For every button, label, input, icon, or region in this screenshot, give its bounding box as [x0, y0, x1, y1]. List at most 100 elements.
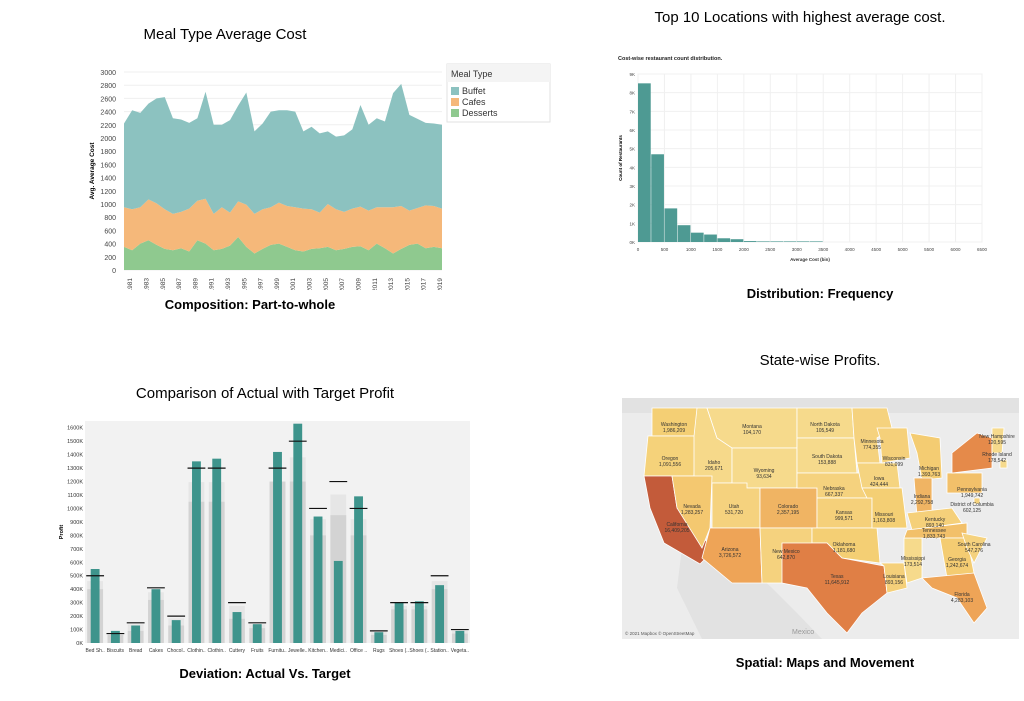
state-district-of-columbia[interactable] [973, 497, 981, 505]
x-tick-label: 1993 [225, 278, 232, 290]
x-tick-label: 2009 [355, 278, 362, 290]
state-name-indiana: Indiana [914, 494, 931, 500]
state-nevada[interactable] [671, 475, 713, 549]
y-tick-label: 900K [70, 520, 83, 526]
state-name-california: California [666, 522, 687, 528]
state-value-nevada: 1,283,257 [681, 510, 703, 516]
state-value-north-dakota: 105,549 [816, 428, 834, 434]
state-value-new-mexico: 642,870 [777, 555, 795, 561]
x-tick-label: Clothin.. [208, 648, 226, 654]
x-tick-label: 4000 [845, 247, 856, 252]
state-value-wyoming: 93,634 [756, 474, 772, 480]
x-tick-label: 3000 [792, 247, 803, 252]
actual-profit-bar [313, 516, 323, 643]
state-value-district-of-columbia: 602,125 [963, 508, 981, 514]
x-tick-label: Fruits [251, 648, 264, 654]
x-axis-label: Average Cost (bin) [790, 257, 830, 262]
y-tick-label: 1500K [67, 439, 83, 445]
x-tick-label: Furnitu.. [268, 648, 286, 654]
histogram-bar [690, 232, 704, 242]
state-name-pennsylvania: Pennsylvania [957, 487, 987, 493]
state-pennsylvania[interactable] [946, 472, 983, 494]
histogram-bar [810, 241, 823, 242]
y-tick-label: 5K [629, 147, 635, 152]
state-value-colorado: 2,357,195 [777, 510, 799, 516]
state-name-south-dakota: South Dakota [812, 454, 843, 460]
x-tick-label: Kitchen.. [308, 648, 327, 654]
legend-item: Desserts [462, 108, 498, 118]
state-new-hampshire[interactable] [991, 427, 1005, 454]
actual-profit-bar [435, 585, 445, 643]
meal-type-area-chart: 0 200 400 600 800 1000 1200 1400 1600 1800 2000 220… [89, 63, 551, 290]
actual-profit-bar [232, 612, 242, 643]
x-tick-label: 2001 [290, 278, 297, 290]
x-tick-label: Vegeta.. [451, 648, 469, 654]
cost-histogram-chart: Cost-wise restaurant count distribution.… [618, 56, 988, 262]
state-value-arizona: 3,726,572 [719, 553, 741, 559]
legend-swatch [451, 87, 459, 95]
y-tick-label: 300K [70, 601, 83, 607]
legend-item: Buffet [462, 86, 486, 96]
state-name-louisiana: Louisiana [883, 574, 905, 580]
state-kentucky[interactable] [906, 507, 963, 531]
actual-profit-bar [333, 560, 343, 643]
histogram-bar [783, 241, 797, 242]
state-missouri[interactable] [861, 487, 908, 529]
histogram-bar [730, 239, 744, 242]
state-rhode-island[interactable] [999, 459, 1008, 469]
actual-profit-bar [455, 630, 465, 643]
state-value-iowa: 424,444 [870, 482, 888, 488]
x-tick-label: 5000 [898, 247, 909, 252]
x-tick-label: Bed Sh.. [86, 648, 105, 654]
y-tick-label: 2600 [100, 96, 116, 103]
histogram-bar [796, 241, 810, 242]
state-name-tennessee: Tennessee [922, 528, 946, 534]
y-tick-label: 400K [70, 587, 83, 593]
state-name-montana: Montana [742, 424, 762, 430]
state-arizona[interactable] [701, 527, 763, 584]
state-florida[interactable] [921, 572, 988, 624]
x-tick-label: Medici.. [330, 648, 347, 654]
actual-profit-bar [394, 602, 404, 643]
x-tick-label: 2019 [437, 278, 444, 290]
histogram-bar [757, 241, 770, 242]
x-tick-label: 1500 [712, 247, 723, 252]
x-tick-label: 3500 [818, 247, 829, 252]
state-name-missouri: Missouri [875, 512, 894, 518]
actual-profit-bar [131, 625, 141, 643]
legend-header [447, 64, 550, 82]
state-name-arizona: Arizona [722, 547, 739, 553]
state-name-kentucky: Kentucky [925, 517, 946, 523]
x-tick-label: 1985 [160, 278, 167, 290]
histogram-title: Cost-wise restaurant count distribution. [618, 56, 723, 62]
state-name-iowa: Iowa [874, 476, 885, 482]
x-tick-label: 2015 [404, 278, 411, 290]
y-tick-label: 1400K [67, 453, 83, 459]
x-tick-label: 1989 [192, 278, 199, 290]
state-value-oregon: 1,091,556 [659, 462, 681, 468]
state-minnesota[interactable] [851, 407, 893, 464]
y-tick-label: 0K [76, 641, 83, 647]
actual-profit-bar [212, 458, 222, 643]
actual-profit-bar [354, 496, 363, 643]
state-name-washington: Washington [661, 422, 687, 428]
distribution-caption: Distribution: Frequency [746, 286, 894, 301]
histogram-bar [664, 208, 678, 242]
state-texas[interactable] [781, 542, 888, 634]
state-louisiana[interactable] [878, 562, 908, 594]
state-south-carolina[interactable] [961, 532, 988, 564]
composition-caption: Composition: Part-to-whole [164, 297, 336, 312]
x-tick-label: Station.. [430, 648, 448, 654]
legend-swatch [451, 109, 459, 117]
actual-profit-bar [192, 461, 201, 643]
state-wisconsin[interactable] [876, 427, 911, 464]
x-tick-label: Shoes (.. [409, 648, 429, 654]
area-series-cafes [124, 198, 442, 254]
legend-item: Cafes [462, 97, 486, 107]
y-tick-label: 0K [629, 240, 635, 245]
mexico-land [677, 548, 822, 639]
x-tick-label: 2000 [739, 247, 750, 252]
y-tick-label: 600 [104, 228, 116, 235]
legend-title: Meal Type [451, 69, 492, 79]
